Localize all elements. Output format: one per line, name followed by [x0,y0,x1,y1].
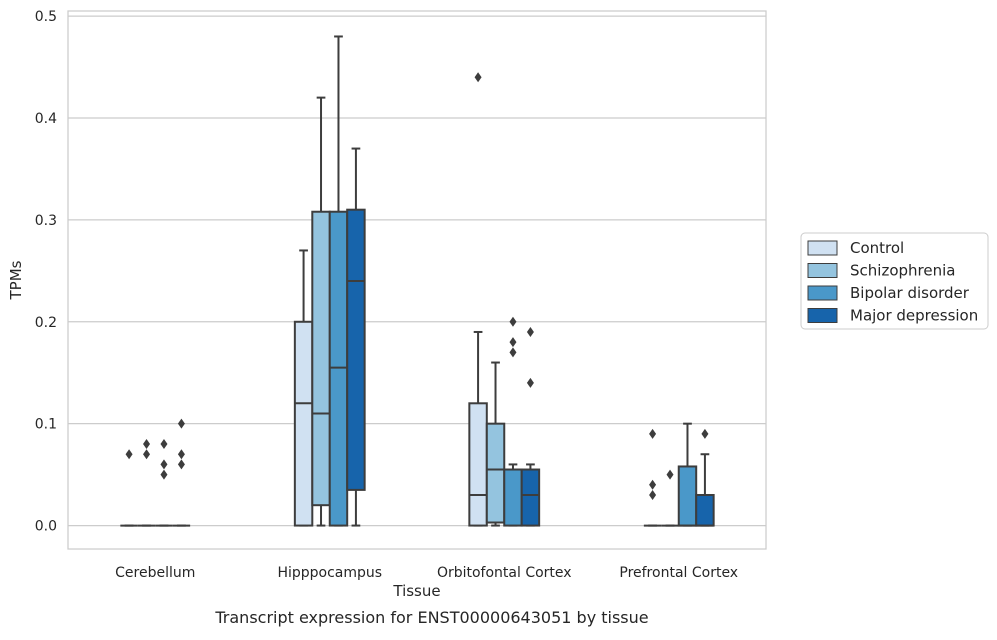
x-tick-label: Orbitofontal Cortex [437,565,572,581]
box-group [155,439,173,527]
box-flier [701,428,709,439]
y-tick-label: 0.5 [35,9,57,25]
legend: Control Schizophrenia Bipolar disorder Majo… [800,232,989,330]
box-body [503,468,523,527]
box-group [643,428,662,527]
box-group [661,469,679,527]
legend-swatch [807,285,838,301]
box-flier [160,469,168,480]
box-group [677,422,698,527]
box-group [346,147,366,527]
box-flier [526,326,534,337]
box-flier [649,479,657,490]
box-flier [177,449,185,460]
box-group [328,35,349,527]
x-tick-label: Cerebellum [115,565,195,581]
box-group [485,361,506,527]
x-axis-title: Tissue [392,582,440,600]
box-group [503,316,523,527]
box-flier [666,469,674,480]
x-tick-label: Hipppocampus [277,565,382,581]
box-body [677,465,698,527]
box-flier [509,316,517,327]
y-axis-title: TPMs [7,260,25,300]
box-group [520,326,541,527]
box-group [120,449,138,527]
box-flier [526,377,534,388]
legend-label: Bipolar disorder [850,284,970,302]
box-flier [177,459,185,470]
box-flier [125,449,133,460]
box-body [346,208,366,491]
box-body [328,210,349,527]
box-body [695,493,715,527]
legend-label: Major depression [850,307,978,325]
legend-swatch [807,308,838,323]
y-tick-label: 0.3 [35,213,57,229]
box-flier [177,418,185,429]
legend-swatch [807,240,838,256]
box-flier [649,489,657,500]
grid-lines [68,15,766,527]
box-body [485,422,506,524]
box-flier [474,72,482,83]
box-group [695,428,715,527]
box-body [520,468,541,527]
x-axis-ticks: Cerebellum Hipppocampus Orbitofontal Corte… [115,565,738,581]
plot-area [120,35,715,527]
box-flier [509,347,517,358]
box-flier [143,439,151,450]
box-flier [160,459,168,470]
x-tick-label: Prefrontal Cortex [619,565,738,581]
plot-frame [67,10,767,550]
legend-label: Schizophrenia [850,262,955,280]
y-axis-ticks: 0.0 0.1 0.2 0.3 0.4 0.5 [35,9,57,534]
box-flier [160,439,168,450]
box-body [311,210,331,507]
box-flier [649,428,657,439]
box-group [311,96,331,527]
box-group [172,418,191,527]
legend-frame [800,232,989,330]
y-tick-label: 0.4 [35,111,57,127]
box-group [293,249,314,527]
legend-swatch [807,263,838,278]
box-body [468,402,488,527]
legend-label: Control [850,239,904,257]
box-flier [509,337,517,348]
chart-caption: Transcript expression for ENST0000064305… [214,608,648,627]
y-tick-label: 0.2 [35,315,57,331]
box-body [293,320,314,527]
box-flier [143,449,151,460]
y-tick-label: 0.0 [35,519,57,535]
y-tick-label: 0.1 [35,417,57,433]
box-group [468,72,488,527]
box-group [137,439,156,527]
